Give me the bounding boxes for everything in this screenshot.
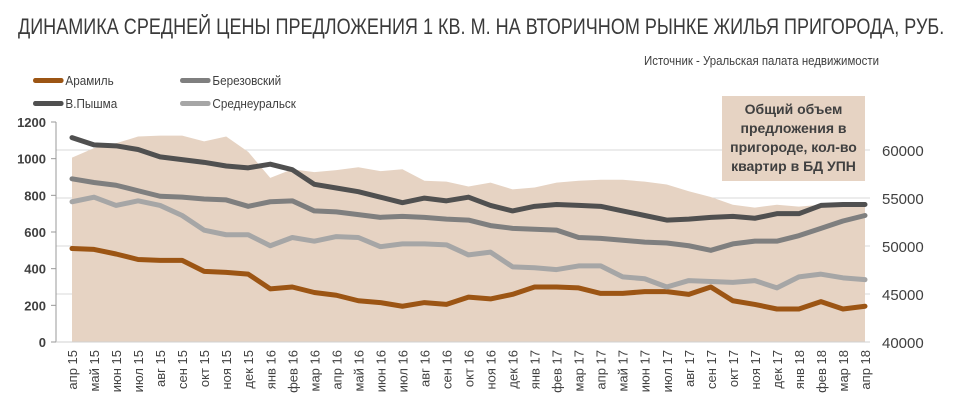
series-line-Среднеуральск bbox=[69, 194, 868, 291]
right-axis-tick-label: 50000 bbox=[882, 239, 924, 256]
left-axis-tick-label: 1200 bbox=[17, 115, 46, 130]
left-axis-tick-label: 200 bbox=[24, 298, 46, 313]
left-axis-tick-label: 400 bbox=[24, 262, 46, 277]
source-note: Источник - Уральская палата недвижимости bbox=[644, 53, 880, 68]
legend-swatch bbox=[33, 101, 64, 106]
legend-item-aramil: Арамиль bbox=[33, 73, 114, 88]
x-axis-tick-label: авг 16 bbox=[417, 350, 432, 387]
series-line-Арамиль bbox=[69, 246, 868, 312]
legend-item-vpyshma: В.Пышма bbox=[33, 96, 117, 111]
x-axis-tick-label: фев 17 bbox=[550, 350, 565, 393]
right-axis-tick-label: 60000 bbox=[882, 143, 924, 160]
x-axis-tick-label: май 17 bbox=[616, 350, 631, 392]
x-axis-tick-label: янв 18 bbox=[792, 350, 807, 389]
x-axis-tick-label: сен 17 bbox=[704, 350, 719, 389]
legend-item-sredneuralsk: Среднеуральск bbox=[180, 96, 296, 111]
x-axis-tick-label: июн 15 bbox=[109, 350, 124, 392]
area-annotation: Общий объем предложения в пригороде, кол… bbox=[722, 96, 865, 181]
left-axis-tick-label: 600 bbox=[24, 225, 46, 240]
legend-label: Среднеуральск bbox=[212, 96, 296, 111]
x-axis-tick-label: дек 16 bbox=[506, 350, 521, 389]
x-axis-tick-label: апр 15 bbox=[65, 350, 80, 390]
x-axis-tick-label: апр 17 bbox=[594, 350, 609, 390]
x-axis-tick-label: июл 16 bbox=[395, 350, 410, 392]
x-axis-tick-label: окт 17 bbox=[726, 350, 741, 387]
x-axis-tick-label: апр 18 bbox=[858, 350, 873, 390]
x-axis-tick-label: дек 15 bbox=[241, 350, 256, 389]
x-axis-tick-label: июл 17 bbox=[660, 350, 675, 392]
x-axis-tick-label: янв 17 bbox=[528, 350, 543, 389]
legend-swatch bbox=[33, 78, 64, 83]
series-line-Березовский bbox=[69, 176, 868, 253]
legend-label: В.Пышма bbox=[65, 96, 118, 111]
x-axis-tick-label: янв 16 bbox=[263, 350, 278, 389]
x-axis-tick-label: мар 16 bbox=[307, 350, 322, 391]
x-axis-tick-label: июл 15 bbox=[131, 350, 146, 392]
x-axis-tick-label: авг 15 bbox=[153, 350, 168, 387]
left-axis-tick-label: 800 bbox=[24, 188, 46, 203]
legend-label: Арамиль bbox=[65, 73, 114, 88]
x-axis-tick-label: авг 17 bbox=[682, 350, 697, 387]
right-axis-tick-label: 45000 bbox=[882, 287, 924, 304]
legend-swatch bbox=[180, 78, 211, 83]
series-line-В.Пышма bbox=[69, 135, 868, 223]
chart-title: ДИНАМИКА СРЕДНЕЙ ЦЕНЫ ПРЕДЛОЖЕНИЯ 1 КВ. … bbox=[18, 14, 945, 39]
x-axis-tick-label: мар 18 bbox=[836, 350, 851, 391]
x-axis-tick-label: сен 15 bbox=[175, 350, 190, 389]
x-axis-tick-label: сен 16 bbox=[439, 350, 454, 389]
x-axis-tick-label: ноя 17 bbox=[748, 350, 763, 390]
legend-item-berezovsky: Березовский bbox=[180, 73, 281, 88]
x-axis-tick-label: окт 16 bbox=[462, 350, 477, 387]
x-axis-tick-label: май 16 bbox=[351, 350, 366, 392]
left-axis-tick-label: 1000 bbox=[17, 152, 46, 167]
right-axis-tick-label: 55000 bbox=[882, 191, 924, 208]
x-axis-tick-label: мар 17 bbox=[572, 350, 587, 391]
x-axis-tick-label: ноя 16 bbox=[484, 350, 499, 390]
x-axis-tick-label: июн 16 bbox=[373, 350, 388, 392]
x-axis-tick-label: дек 17 bbox=[770, 350, 785, 389]
x-axis-tick-label: май 15 bbox=[87, 350, 102, 392]
x-axis-tick-label: июн 17 bbox=[638, 350, 653, 392]
right-axis-tick-label: 40000 bbox=[882, 335, 924, 352]
x-axis-tick-label: фев 18 bbox=[814, 350, 829, 393]
legend-label: Березовский bbox=[212, 73, 282, 88]
x-axis-tick-label: фев 16 bbox=[285, 350, 300, 393]
x-axis-tick-label: апр 16 bbox=[329, 350, 344, 390]
left-axis-tick-label: 0 bbox=[39, 335, 46, 350]
x-axis-tick-label: ноя 15 bbox=[219, 350, 234, 390]
legend-swatch bbox=[180, 101, 211, 106]
x-axis-tick-label: окт 15 bbox=[197, 350, 212, 387]
